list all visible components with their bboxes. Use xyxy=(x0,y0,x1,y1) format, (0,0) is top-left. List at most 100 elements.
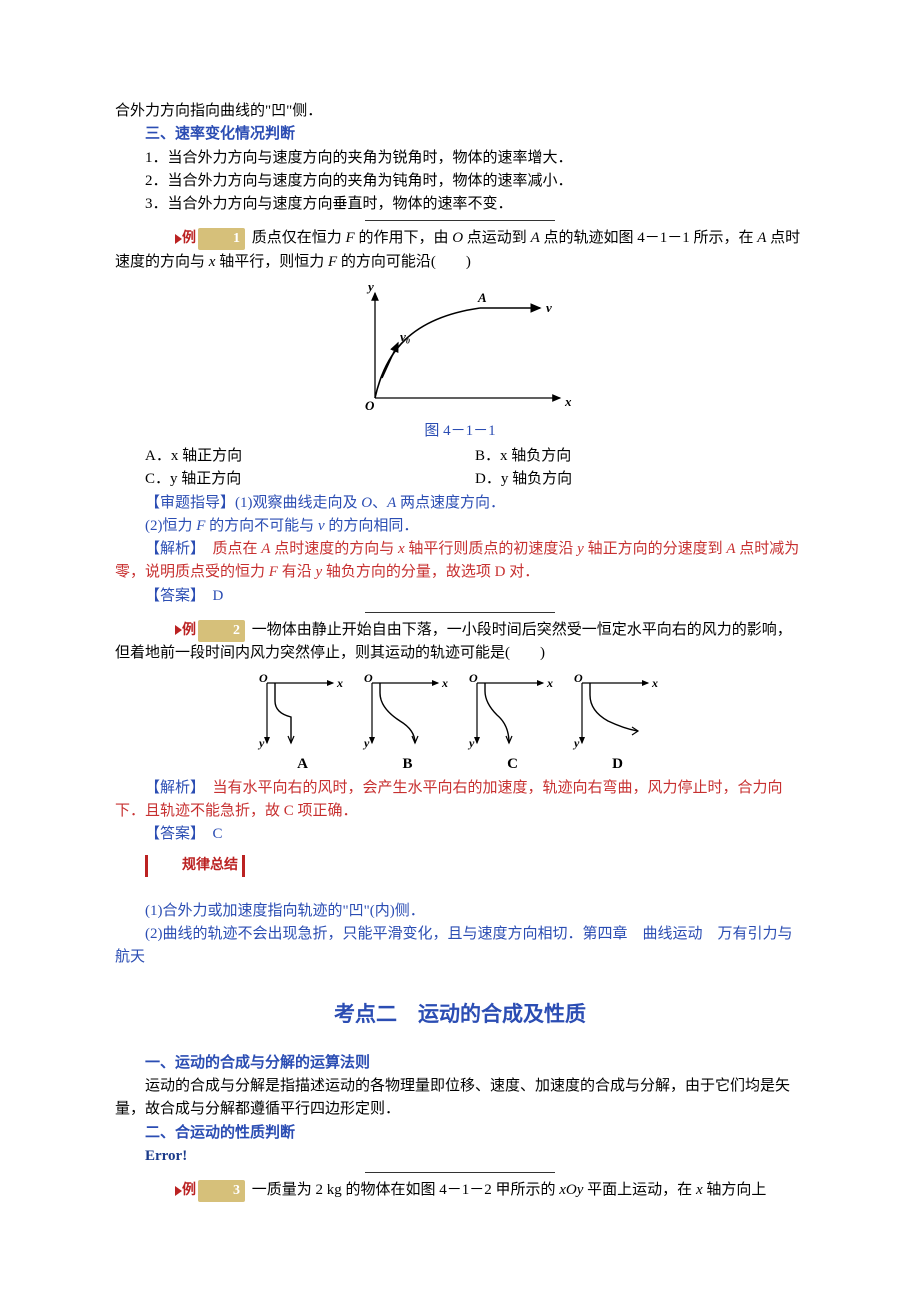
example1-answer: 【答案】 D xyxy=(115,585,805,608)
kd2-s1-body: 运动的合成与分解是指描述运动的各物理量即位移、速度、加速度的合成与分解，由于它们… xyxy=(115,1075,805,1122)
rules-heading: 规律总结 xyxy=(115,854,805,877)
diagram-label: D xyxy=(570,753,665,776)
diagram-D: O x y D xyxy=(570,669,665,776)
answer-value: D xyxy=(198,588,224,604)
text: 轴平行则质点的初速度沿 xyxy=(405,541,578,557)
triangle-icon xyxy=(175,1186,182,1196)
var-O: O xyxy=(361,495,372,511)
figure-4-1-1: O x y A v v₀ xyxy=(330,278,590,418)
answer-label: 【答案】 xyxy=(145,588,198,604)
answer-value: C xyxy=(198,826,223,842)
example-number: 2 xyxy=(198,620,245,642)
text: 一质量为 2 kg 的物体在如图 4－1－2 甲所示的 xyxy=(252,1182,560,1198)
text: 的方向可能沿( ) xyxy=(337,254,471,270)
diagram-label: B xyxy=(360,753,455,776)
text: 点时速度的方向与 xyxy=(270,541,398,557)
section3-item-3: 3．当合外力方向与速度方向垂直时，物体的速率不变． xyxy=(115,193,805,216)
fig-x-label: x xyxy=(564,394,572,409)
example-number: 1 xyxy=(198,228,245,250)
page: 合外力方向指向曲线的"凹"侧． 三、速率变化情况判断 1．当合外力方向与速度方向… xyxy=(0,0,920,1302)
diagram-B: O x y B xyxy=(360,669,455,776)
kd2-title: 考点二 运动的合成及性质 xyxy=(115,999,805,1032)
text: 点的轨迹如图 4－1－1 所示，在 xyxy=(540,230,758,246)
analysis-label: 【解析】 xyxy=(145,780,198,796)
kd2-error: Error! xyxy=(115,1145,805,1168)
var-x: x xyxy=(696,1182,703,1198)
kd2-s1-title: 一、运动的合成与分解的运算法则 xyxy=(115,1052,805,1075)
svg-text:y: y xyxy=(362,736,370,750)
section3-item-1: 1．当合外力方向与速度方向的夹角为锐角时，物体的速率增大． xyxy=(115,147,805,170)
section3-title: 三、速率变化情况判断 xyxy=(115,123,805,146)
text: 平面上运动，在 xyxy=(583,1182,696,1198)
fig-A-label: A xyxy=(477,290,487,305)
svg-text:x: x xyxy=(546,676,553,690)
diagram-A: O x y A xyxy=(255,669,350,776)
var-O: O xyxy=(452,230,463,246)
example2-diagrams: O x y A O x y B xyxy=(115,669,805,776)
var-A: A xyxy=(531,230,540,246)
var-v: v xyxy=(318,518,325,534)
answer-label: 【答案】 xyxy=(145,826,198,842)
example-tag: 例1 xyxy=(145,227,245,250)
kd2-s2-title: 二、合运动的性质判断 xyxy=(115,1122,805,1145)
fig-v-label: v xyxy=(546,300,552,315)
text: 两点速度方向． xyxy=(396,495,505,511)
var-x: x xyxy=(398,541,405,557)
var-A: A xyxy=(726,541,735,557)
fig-y-label: y xyxy=(366,279,374,294)
example3-body: 例3 一质量为 2 kg 的物体在如图 4－1－2 甲所示的 xOy 平面上运动… xyxy=(115,1179,805,1202)
text: 当有水平向右的风时，会产生水平向右的加速度，轨迹向右弯曲，风力停止时，合力向下．… xyxy=(115,780,783,819)
section3-item-2: 2．当合外力方向与速度方向的夹角为钝角时，物体的速率减小． xyxy=(115,170,805,193)
example-label: 例 xyxy=(182,623,196,638)
option-A: A．x 轴正方向 xyxy=(145,445,475,468)
hint-label: 【审题指导】 xyxy=(145,495,235,511)
text: 点运动到 xyxy=(463,230,531,246)
svg-text:x: x xyxy=(651,676,658,690)
text: 的方向不可能与 xyxy=(205,518,318,534)
diagram-label: C xyxy=(465,753,560,776)
text: 的方向相同． xyxy=(325,518,419,534)
separator xyxy=(365,612,555,613)
svg-text:y: y xyxy=(467,736,475,750)
intro-line: 合外力方向指向曲线的"凹"侧． xyxy=(115,100,805,123)
text: 有沿 xyxy=(278,564,316,580)
example1-hint2: (2)恒力 F 的方向不可能与 v 的方向相同． xyxy=(115,515,805,538)
separator xyxy=(365,220,555,221)
svg-text:O: O xyxy=(469,673,478,685)
svg-text:x: x xyxy=(336,676,343,690)
analysis-label: 【解析】 xyxy=(145,541,198,557)
fig-v0-label: v₀ xyxy=(400,329,410,344)
example1-analysis: 【解析】 质点在 A 点时速度的方向与 x 轴平行则质点的初速度沿 y 轴正方向… xyxy=(115,538,805,585)
text: 的作用下，由 xyxy=(355,230,453,246)
example-tag: 例3 xyxy=(145,1179,245,1202)
text: 、 xyxy=(372,495,387,511)
var-F: F xyxy=(328,254,337,270)
example-label: 例 xyxy=(182,231,196,246)
example2-analysis: 【解析】 当有水平向右的风时，会产生水平向右的加速度，轨迹向右弯曲，风力停止时，… xyxy=(115,777,805,824)
example2-answer: 【答案】 C xyxy=(115,823,805,846)
text: 质点在 xyxy=(198,541,262,557)
rule-2: (2)曲线的轨迹不会出现急折，只能平滑变化，且与速度方向相切．第四章 曲线运动 … xyxy=(115,923,805,970)
text: 轴正方向的分速度到 xyxy=(584,541,727,557)
text: 轴方向上 xyxy=(703,1182,767,1198)
var-F: F xyxy=(346,230,355,246)
text: 轴负方向的分量，故选项 D 对． xyxy=(322,564,539,580)
rules-label: 规律总结 xyxy=(145,855,245,877)
figure-caption: 图 4－1－1 xyxy=(115,420,805,443)
text: (2)曲线的轨迹不会出现急折，只能平滑变化，且与速度方向相切． xyxy=(145,926,583,942)
fig-O-label: O xyxy=(365,398,375,413)
svg-text:O: O xyxy=(259,673,268,685)
example-number: 3 xyxy=(198,1180,245,1202)
example1-body: 例1 质点仅在恒力 F 的作用下，由 O 点运动到 A 点的轨迹如图 4－1－1… xyxy=(115,227,805,274)
text: (1)观察曲线走向及 xyxy=(235,495,361,511)
var-y: y xyxy=(577,541,584,557)
triangle-icon xyxy=(175,234,182,244)
rule-1: (1)合外力或加速度指向轨迹的"凹"(内)侧． xyxy=(115,900,805,923)
svg-text:y: y xyxy=(572,736,580,750)
diagram-label: A xyxy=(255,753,350,776)
example-label: 例 xyxy=(182,1183,196,1198)
triangle-icon xyxy=(175,625,182,635)
text: 质点仅在恒力 xyxy=(252,230,346,246)
var-xOy: xOy xyxy=(559,1182,583,1198)
example1-options: A．x 轴正方向 C．y 轴正方向 B．x 轴负方向 D．y 轴负方向 xyxy=(145,445,805,492)
